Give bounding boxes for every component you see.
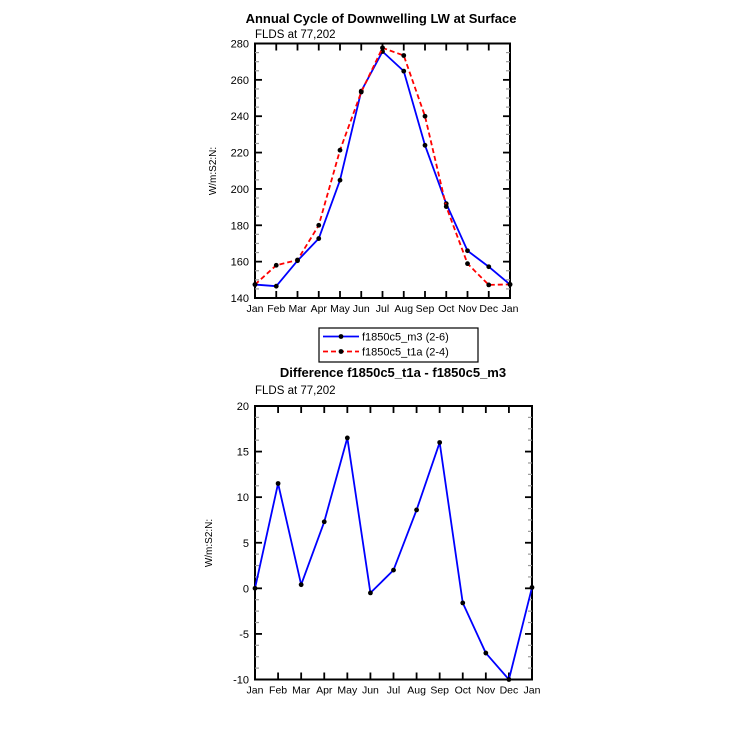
data-point-marker [337,177,343,183]
data-point-marker [414,507,419,513]
y-tick-label: 240 [231,111,249,123]
chart1-subtitle: FLDS at 77,202 [255,29,336,41]
series-line [254,437,533,681]
x-tick-label: Apr [311,303,328,315]
y-tick-label: 15 [237,447,249,459]
data-point-marker [380,45,385,51]
difference-chart: Difference f1850c5_t1a - f1850c5_m3 FLDS… [204,365,541,697]
data-point-marker [380,49,385,54]
chart2-title: Difference f1850c5_t1a - f1850c5_m3 [280,365,506,380]
chart1-title: Annual Cycle of Downwelling LW at Surfac… [246,11,517,26]
data-point-marker [506,677,512,682]
data-point-marker [422,113,428,119]
x-tick-label: Aug [394,303,413,315]
data-point-marker [252,585,258,591]
x-tick-label: Feb [269,685,287,697]
x-tick-label: Jan [524,685,541,697]
x-tick-label: Mar [292,685,311,697]
data-point-marker [368,590,373,596]
data-point-marker [422,142,428,148]
chart2-subtitle: FLDS at 77,202 [255,385,336,397]
x-tick-label: Oct [438,303,454,315]
y-tick-label: 180 [231,220,249,232]
data-point-marker [321,519,327,525]
legend-label: f1850c5_m3 (2-6) [362,332,449,344]
data-point-marker [275,481,281,486]
data-point-marker [337,147,343,153]
y-tick-label: -5 [239,629,249,641]
x-tick-label: Jan [247,303,264,315]
data-point-marker [486,264,492,270]
x-tick-label: Feb [267,303,285,315]
data-point-marker [273,262,279,268]
x-tick-label: Jun [353,303,370,315]
data-point-marker [252,282,258,287]
chart1-y-axis-label: W/m:S2:N: [208,147,219,195]
y-tick-label: 10 [237,492,249,504]
y-tick-label: 280 [231,39,249,51]
y-tick-label: 160 [231,257,249,269]
data-point-marker [460,600,466,606]
data-point-marker [295,257,300,263]
x-tick-label: Dec [500,685,519,697]
data-point-marker [529,585,535,590]
data-point-marker [507,281,513,287]
plot-frame [254,42,511,299]
legend-box [318,327,479,363]
data-point-marker [316,222,322,228]
x-tick-label: Dec [479,303,498,315]
data-point-marker [316,236,322,241]
data-point-marker [465,248,470,254]
y-tick-label: 5 [243,538,249,550]
x-tick-label: Jul [376,303,389,315]
data-point-marker [443,204,449,209]
data-point-marker [401,53,407,58]
x-tick-label: Jun [362,685,379,697]
legend-label: f1850c5_t1a (2-4) [362,347,449,359]
y-tick-label: -10 [233,675,249,687]
y-tick-label: 140 [231,293,249,305]
data-point-marker [486,282,492,288]
data-point-marker [391,567,396,573]
y-tick-label: 20 [237,401,249,413]
x-tick-label: Nov [458,303,477,315]
annual-cycle-chart: Annual Cycle of Downwelling LW at Surfac… [208,11,519,363]
data-point-marker [273,283,279,289]
data-point-marker [401,68,407,74]
chart2-y-axis-label: W/m:S2:N: [204,519,215,567]
x-tick-label: May [337,685,358,697]
x-tick-label: Mar [288,303,307,315]
legend-marker [338,334,344,339]
chart2-plot-area: -10 -5 0 5 10 15 20 Jan Feb Mar Apr May Jun Jul Aug Sep… [233,401,541,697]
x-tick-label: Nov [476,685,495,697]
series-line [254,50,511,288]
chart1-legend: f1850c5_m3 (2-6) f1850c5_t1a (2-4) [318,327,479,363]
x-tick-label: May [330,303,351,315]
x-tick-label: Sep [416,303,435,315]
x-tick-label: Jan [247,685,264,697]
y-tick-label: 200 [231,184,249,196]
data-point-marker [437,440,443,445]
plot-frame [254,405,533,681]
series-line [254,46,511,286]
x-tick-label: Aug [407,685,426,697]
data-point-marker [298,582,304,588]
data-point-marker [465,261,470,267]
data-point-marker [358,89,364,95]
x-tick-label: Sep [430,685,449,697]
data-point-marker [483,650,489,656]
data-point-marker [344,435,350,441]
y-tick-label: 260 [231,75,249,87]
x-tick-label: Jan [502,303,519,315]
y-tick-label: 220 [231,148,249,160]
y-tick-label: 0 [243,583,249,595]
x-tick-label: Oct [455,685,471,697]
x-tick-label: Apr [316,685,333,697]
legend-marker [338,349,344,354]
x-tick-label: Jul [387,685,400,697]
